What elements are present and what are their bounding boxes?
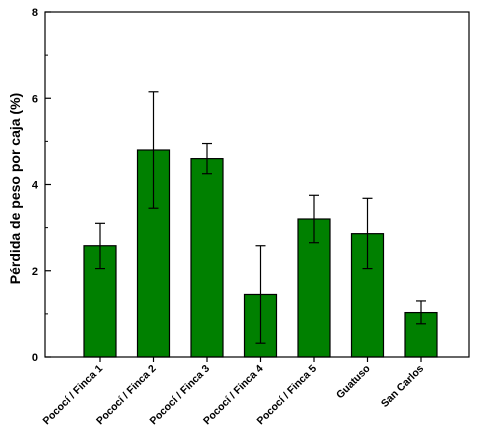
y-axis-title: Pérdida de peso por caja (%) [7, 93, 23, 284]
error-bars-layer [95, 91, 426, 344]
x-tick-label: Guatuso [334, 363, 373, 402]
y-tick-label: 4 [32, 180, 39, 192]
y-tick-label: 2 [32, 266, 38, 278]
y-tick-label: 6 [32, 93, 38, 105]
y-tick-label: 8 [32, 7, 38, 19]
y-tick-label: 0 [32, 352, 38, 364]
x-tick-label: San Carlos [379, 363, 426, 410]
bar [190, 158, 224, 358]
